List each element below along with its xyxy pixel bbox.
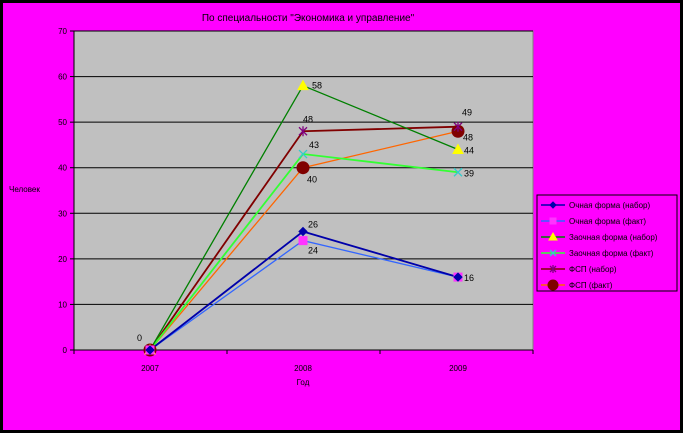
series-marker bbox=[453, 121, 463, 132]
legend-marker bbox=[549, 217, 557, 225]
legend-marker bbox=[548, 231, 558, 241]
legend-label: Очная форма (набор) bbox=[569, 201, 650, 210]
data-label: 40 bbox=[307, 175, 317, 185]
line-chart: 0 10 20 30 40 50 60 70 2007 2008 2009 26 24 16 58 44 4… bbox=[9, 13, 678, 387]
data-label: 26 bbox=[308, 220, 318, 230]
y-tick-label: 0 bbox=[63, 346, 68, 355]
series-marker bbox=[452, 143, 464, 154]
y-tick-label: 70 bbox=[58, 27, 67, 36]
series-marker bbox=[298, 226, 308, 237]
x-axis-label: Год bbox=[297, 378, 310, 387]
legend-item: Очная форма (набор) bbox=[541, 201, 650, 210]
series-marker bbox=[453, 272, 463, 282]
x-tick-label: 2008 bbox=[294, 364, 312, 373]
data-label: 48 bbox=[463, 132, 473, 142]
series-marker bbox=[145, 345, 155, 355]
x-axis-ticks: 2007 2008 2009 bbox=[73, 350, 534, 373]
legend-label: Заочная форма (факт) bbox=[569, 249, 654, 258]
y-tick-label: 40 bbox=[58, 164, 67, 173]
y-axis-label: Человек bbox=[9, 185, 40, 194]
legend-marker bbox=[549, 249, 557, 257]
legend-label: ФСП (факт) bbox=[569, 281, 613, 290]
legend-item: Заочная форма (набор) bbox=[541, 231, 658, 242]
legend-box bbox=[536, 194, 678, 292]
series-marker bbox=[297, 79, 309, 91]
x-tick-label: 2007 bbox=[141, 364, 159, 373]
y-tick-label: 20 bbox=[58, 255, 67, 264]
data-label: 24 bbox=[308, 246, 318, 256]
series-marker bbox=[298, 236, 308, 246]
plot-area bbox=[73, 30, 534, 351]
y-tick-label: 60 bbox=[58, 73, 67, 82]
legend-item: ФСП (факт) bbox=[541, 279, 613, 291]
legend-item: ФСП (набор) bbox=[541, 265, 617, 274]
y-tick-label: 50 bbox=[58, 118, 67, 127]
series-marker bbox=[298, 126, 308, 137]
data-label: 49 bbox=[462, 108, 472, 118]
legend-label: ФСП (набор) bbox=[569, 265, 617, 274]
chart-title: По специальности "Экономика и управление… bbox=[202, 13, 415, 24]
series-marker bbox=[453, 167, 463, 177]
series-lines bbox=[143, 79, 465, 357]
data-label: 0 bbox=[137, 333, 142, 343]
y-tick-label: 10 bbox=[58, 300, 67, 309]
y-axis-ticks: 0 10 20 30 40 50 60 70 bbox=[58, 27, 67, 355]
data-label: 44 bbox=[464, 145, 474, 155]
legend: Очная форма (набор) Очная форма (факт) Зао… bbox=[536, 194, 678, 292]
legend-label: Очная форма (факт) bbox=[569, 217, 646, 226]
x-tick-label: 2009 bbox=[449, 364, 467, 373]
legend-marker bbox=[549, 201, 557, 209]
data-label: 16 bbox=[464, 273, 474, 283]
data-label: 58 bbox=[312, 81, 322, 91]
gridlines bbox=[70, 30, 533, 351]
y-tick-label: 30 bbox=[58, 209, 67, 218]
data-label: 39 bbox=[464, 168, 474, 178]
legend-item: Очная форма (факт) bbox=[541, 217, 646, 226]
series-marker bbox=[296, 161, 310, 175]
data-labels: 26 24 16 58 44 43 39 48 49 0 40 48 bbox=[137, 81, 474, 343]
legend-label: Заочная форма (набор) bbox=[569, 233, 658, 242]
data-label: 43 bbox=[309, 140, 319, 150]
legend-marker bbox=[549, 265, 557, 273]
series-marker bbox=[298, 149, 308, 159]
data-label: 48 bbox=[303, 114, 313, 124]
legend-item: Заочная форма (факт) bbox=[541, 249, 654, 258]
legend-marker bbox=[547, 279, 559, 291]
